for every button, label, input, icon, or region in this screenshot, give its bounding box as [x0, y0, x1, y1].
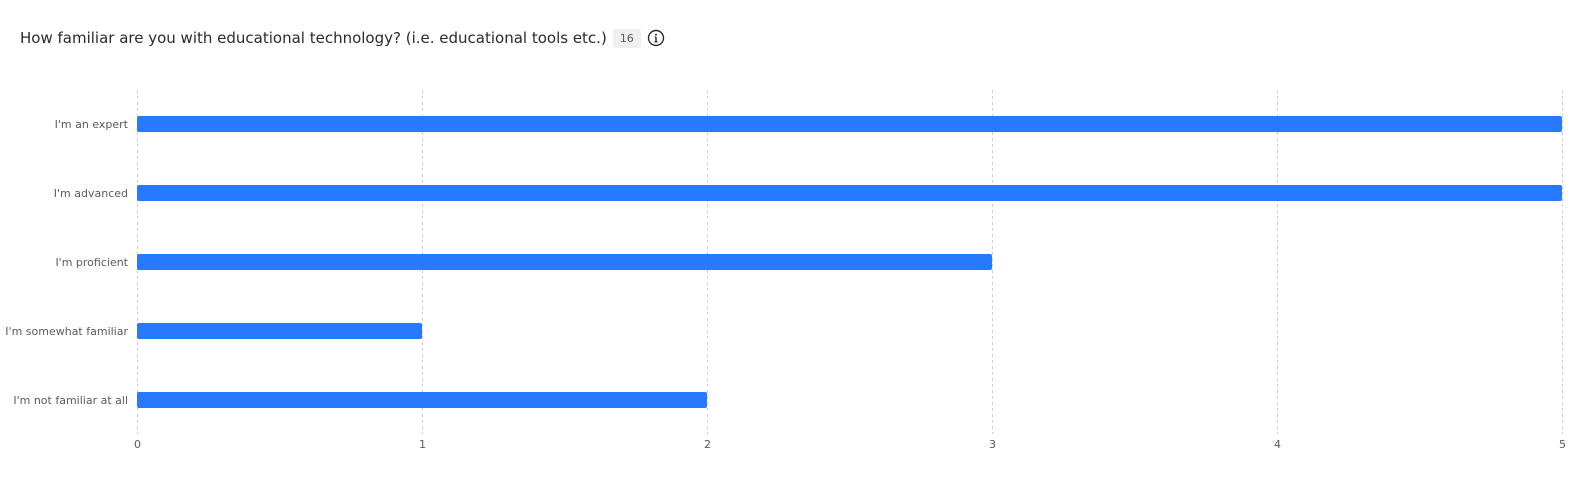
x-tick-label: 1 [419, 438, 426, 451]
bar [137, 185, 1562, 201]
x-tick-label: 2 [704, 438, 711, 451]
x-tick-label: 3 [989, 438, 996, 451]
question-title: How familiar are you with educational te… [20, 29, 607, 47]
category-label: I'm proficient [55, 256, 128, 269]
response-count-badge: 16 [612, 28, 641, 48]
bar [137, 116, 1562, 132]
category-label: I'm an expert [55, 118, 129, 131]
info-icon[interactable] [647, 29, 665, 47]
question-header: How familiar are you with educational te… [20, 26, 665, 50]
category-label: I'm not familiar at all [13, 394, 128, 407]
bar [137, 392, 707, 408]
category-label: I'm advanced [54, 187, 128, 200]
bar [137, 254, 992, 270]
category-label: I'm somewhat familiar [5, 325, 128, 338]
bar [137, 323, 422, 339]
x-tick-label: 0 [134, 438, 141, 451]
x-tick-label: 5 [1559, 438, 1566, 451]
x-tick-label: 4 [1274, 438, 1281, 451]
